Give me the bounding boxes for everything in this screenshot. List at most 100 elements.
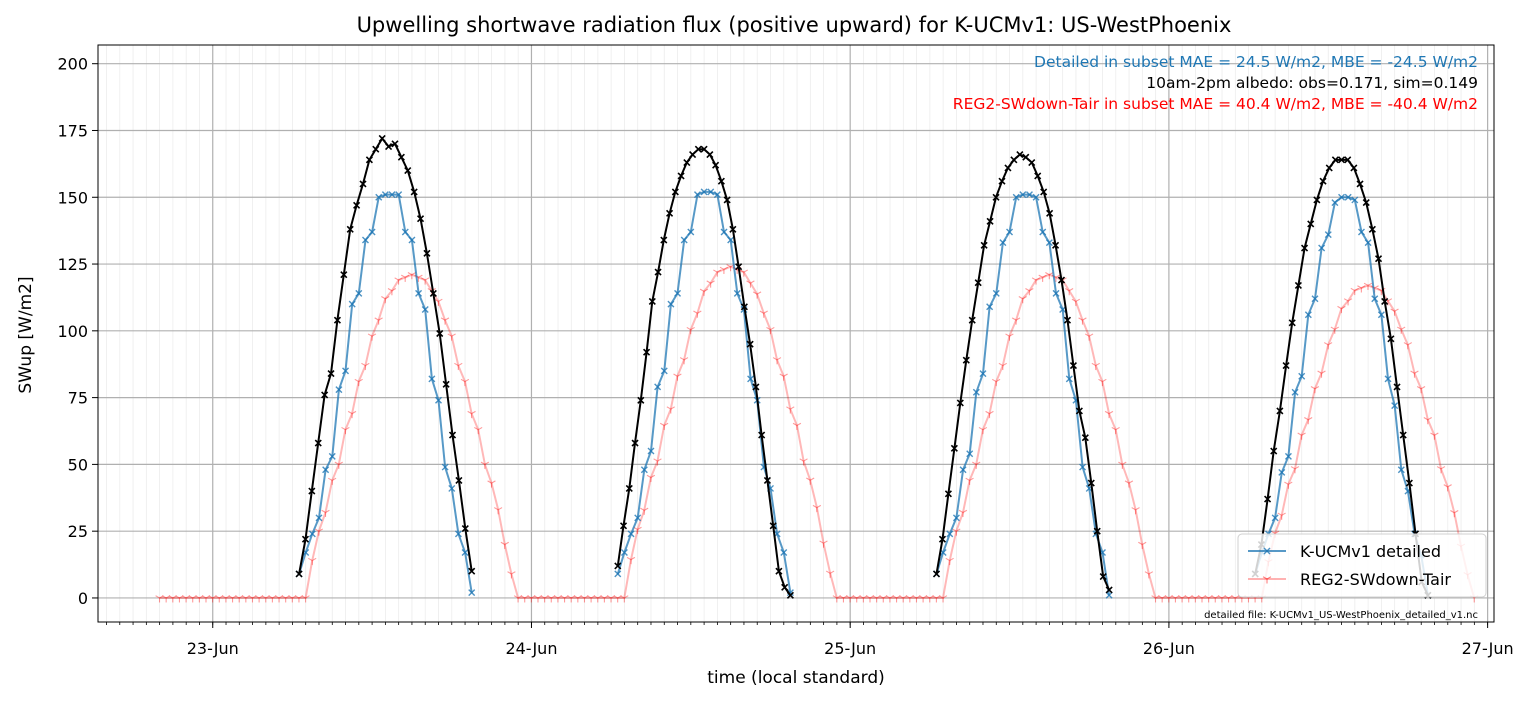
data-point bbox=[666, 406, 675, 414]
data-point bbox=[693, 310, 702, 318]
data-point bbox=[1164, 595, 1173, 603]
x-tick-label: 26-Jun bbox=[1143, 639, 1195, 658]
data-point bbox=[706, 150, 714, 159]
data-point bbox=[347, 410, 357, 419]
data-point bbox=[720, 228, 728, 236]
data-point bbox=[620, 549, 628, 557]
data-point bbox=[659, 422, 669, 430]
data-point bbox=[168, 595, 177, 603]
data-point bbox=[1204, 595, 1213, 603]
data-point bbox=[959, 466, 967, 474]
data-point bbox=[752, 383, 760, 391]
data-point bbox=[958, 509, 968, 517]
data-point bbox=[248, 595, 257, 603]
data-point bbox=[308, 557, 317, 566]
data-point bbox=[979, 370, 987, 378]
y-tick-label: 25 bbox=[68, 522, 88, 541]
data-point bbox=[1197, 595, 1207, 603]
data-point bbox=[1278, 468, 1286, 476]
data-point bbox=[752, 291, 762, 299]
data-point bbox=[487, 480, 496, 488]
data-point bbox=[1124, 480, 1134, 488]
data-point bbox=[1025, 288, 1034, 296]
data-point bbox=[1397, 326, 1406, 334]
data-point bbox=[950, 444, 958, 452]
data-point bbox=[314, 439, 322, 447]
data-point bbox=[1098, 378, 1107, 387]
data-point bbox=[1393, 383, 1401, 391]
data-point bbox=[1157, 595, 1167, 603]
data-point bbox=[693, 191, 701, 199]
data-point bbox=[1436, 466, 1446, 474]
data-point bbox=[699, 288, 709, 296]
data-point bbox=[713, 269, 722, 277]
data-point bbox=[346, 225, 354, 233]
data-point bbox=[700, 145, 708, 153]
data-point bbox=[327, 370, 335, 378]
data-point bbox=[978, 426, 988, 435]
data-point bbox=[706, 280, 715, 288]
data-point bbox=[1144, 571, 1154, 579]
data-point bbox=[642, 348, 651, 356]
data-point bbox=[686, 326, 695, 335]
data-point bbox=[872, 595, 881, 603]
data-point bbox=[1191, 595, 1200, 603]
data-point bbox=[268, 595, 277, 603]
data-point bbox=[308, 487, 316, 495]
data-point bbox=[454, 530, 462, 538]
data-point bbox=[1032, 193, 1040, 201]
data-point bbox=[428, 375, 436, 383]
data-point bbox=[1284, 452, 1292, 460]
data-point bbox=[654, 268, 662, 276]
data-point bbox=[533, 595, 543, 603]
footnote: detailed file: K-UCMv1_US-WestPhoenix_de… bbox=[1204, 610, 1478, 621]
data-point bbox=[859, 595, 868, 603]
data-point bbox=[368, 228, 376, 236]
data-point bbox=[385, 142, 393, 151]
data-point bbox=[1091, 362, 1100, 371]
data-point bbox=[614, 562, 622, 570]
data-point bbox=[228, 595, 237, 603]
data-point bbox=[1084, 333, 1094, 341]
data-point bbox=[1416, 386, 1426, 394]
data-point bbox=[700, 188, 708, 196]
data-point bbox=[378, 134, 386, 143]
data-point bbox=[420, 277, 430, 285]
data-point bbox=[493, 507, 503, 515]
data-point bbox=[694, 145, 702, 153]
y-tick-label: 50 bbox=[68, 455, 88, 474]
data-point bbox=[1368, 225, 1376, 233]
data-point bbox=[986, 303, 994, 311]
data-point bbox=[772, 357, 782, 365]
data-point bbox=[712, 161, 720, 169]
data-point bbox=[1271, 514, 1279, 522]
data-point bbox=[1399, 431, 1407, 439]
data-point bbox=[1390, 308, 1399, 316]
data-point bbox=[415, 289, 423, 297]
y-axis-label: SWup [W/m2] bbox=[16, 276, 36, 393]
data-point bbox=[932, 570, 941, 578]
legend-item: K-UCMv1 detailed bbox=[1248, 542, 1441, 561]
data-point bbox=[1276, 407, 1284, 415]
data-point bbox=[786, 589, 794, 597]
data-point bbox=[1331, 156, 1339, 164]
data-point bbox=[201, 595, 211, 603]
data-point bbox=[408, 236, 416, 244]
data-point bbox=[1040, 188, 1048, 196]
data-point bbox=[606, 595, 616, 603]
data-point bbox=[759, 310, 768, 318]
data-point bbox=[677, 172, 685, 180]
x-tick-label: 24-Jun bbox=[505, 639, 557, 658]
data-point bbox=[448, 431, 457, 439]
data-point bbox=[1381, 297, 1389, 306]
data-point bbox=[679, 357, 689, 365]
data-point bbox=[733, 289, 741, 297]
data-point bbox=[1363, 282, 1373, 290]
data-point bbox=[375, 193, 383, 201]
data-point bbox=[1300, 244, 1309, 252]
data-point bbox=[1337, 156, 1346, 164]
data-point bbox=[321, 391, 329, 399]
data-point bbox=[1138, 541, 1147, 550]
data-point bbox=[388, 191, 396, 199]
y-tick-label: 0 bbox=[78, 589, 88, 608]
